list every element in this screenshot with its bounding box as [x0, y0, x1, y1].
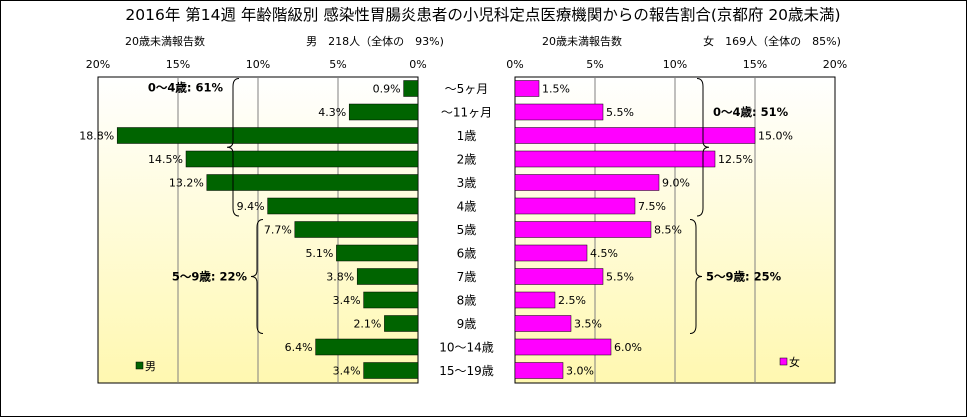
female-bar — [514, 127, 756, 144]
male-bar — [116, 127, 419, 144]
female-bar-value-label: 2.5% — [558, 294, 586, 307]
male-bar — [294, 221, 419, 238]
male-bar — [267, 197, 419, 215]
female-bar-value-label: 8.5% — [654, 224, 682, 237]
female-bar-value-label: 5.5% — [606, 106, 634, 119]
female-bar-value-label: 4.5% — [590, 247, 618, 260]
age-category-label: ～5ヶ月 — [445, 82, 489, 96]
female-bar-value-label: 1.5% — [542, 83, 570, 96]
male-bar-value-label: 0.9% — [373, 83, 401, 96]
female-age-group-label: 5～9歳: 25% — [706, 270, 782, 284]
female-legend-swatch — [779, 357, 788, 366]
male-bar — [363, 362, 419, 379]
age-category-label: 15～19歳 — [439, 364, 494, 378]
female-bar-value-label: 3.0% — [566, 365, 594, 378]
age-group-brace — [226, 78, 240, 217]
left-x-tick-label: 10% — [246, 58, 270, 71]
male-bar-value-label: 7.7% — [264, 224, 292, 237]
female-bar — [514, 103, 604, 121]
male-bar — [348, 103, 419, 121]
male-bar-value-label: 2.1% — [353, 318, 381, 331]
male-bar-value-label: 6.4% — [285, 341, 313, 354]
male-age-group-label: 0～4歳: 61% — [148, 81, 224, 95]
female-bar-value-label: 15.0% — [758, 130, 793, 143]
female-bar-value-label: 5.5% — [606, 271, 634, 284]
female-bar — [514, 174, 660, 191]
right-x-tick-label: 10% — [663, 58, 687, 71]
male-bar — [206, 174, 419, 191]
right-header-count-label: 20歳未満報告数 — [542, 35, 622, 48]
right-x-tick-label: 20% — [823, 58, 847, 71]
male-bar-value-label: 4.3% — [318, 106, 346, 119]
left-header-total: 男 218人（全体の 93%) — [306, 34, 444, 48]
right-header-total: 女 169人（全体の 85%) — [703, 34, 841, 48]
age-category-label: ～11ヶ月 — [441, 106, 492, 120]
male-bar — [315, 338, 419, 356]
age-group-brace — [250, 219, 264, 334]
female-bar — [514, 268, 604, 285]
female-bar — [514, 291, 556, 309]
right-x-tick-label: 0% — [506, 58, 523, 71]
female-bar — [514, 150, 716, 168]
age-category-label: 8歳 — [457, 294, 477, 308]
chart-title: 2016年 第14週 年齢階級別 感染性胃腸炎患者の小児科定点医療機関からの報告… — [125, 6, 840, 24]
female-bar — [514, 221, 652, 238]
male-bar — [185, 150, 419, 168]
male-bar-value-label: 5.1% — [305, 247, 333, 260]
male-bar-value-label: 3.8% — [326, 271, 354, 284]
female-bar — [514, 362, 564, 379]
age-category-label: 4歳 — [457, 200, 477, 214]
male-bar-value-label: 3.4% — [333, 294, 361, 307]
age-category-label: 2歳 — [457, 153, 477, 167]
age-group-brace — [689, 219, 703, 334]
male-bar — [356, 268, 419, 285]
male-bar — [363, 291, 419, 309]
left-x-tick-label: 20% — [86, 58, 110, 71]
male-bar-value-label: 3.4% — [333, 365, 361, 378]
female-bar-value-label: 9.0% — [662, 177, 690, 190]
right-x-tick-label: 5% — [586, 58, 603, 71]
left-x-tick-label: 0% — [409, 58, 426, 71]
female-bar — [514, 80, 540, 97]
female-bar — [514, 338, 612, 356]
female-age-group-label: 0～4歳: 51% — [713, 105, 789, 119]
male-bar — [336, 244, 419, 262]
age-category-label: 7歳 — [457, 270, 477, 284]
female-bar — [514, 244, 588, 262]
male-bar — [384, 315, 419, 332]
male-bar — [403, 80, 419, 97]
female-bar-value-label: 7.5% — [638, 200, 666, 213]
female-bar — [514, 197, 636, 215]
female-bar-value-label: 6.0% — [614, 341, 642, 354]
male-bar-value-label: 13.2% — [169, 177, 204, 190]
female-bar — [514, 315, 572, 332]
age-category-label: 1歳 — [457, 129, 477, 143]
male-age-group-label: 5～9歳: 22% — [172, 270, 248, 284]
left-x-tick-label: 15% — [166, 58, 190, 71]
age-category-label: 5歳 — [457, 223, 477, 237]
age-group-brace — [696, 78, 710, 217]
left-x-tick-label: 5% — [329, 58, 346, 71]
male-bar-value-label: 14.5% — [148, 153, 183, 166]
age-category-label: 6歳 — [457, 247, 477, 261]
female-legend-label: 女 — [789, 355, 800, 369]
male-bar-value-label: 18.8% — [79, 130, 114, 143]
female-bar-value-label: 12.5% — [718, 153, 753, 166]
age-category-label: 9歳 — [457, 317, 477, 331]
left-header-count-label: 20歳未満報告数 — [125, 35, 205, 48]
age-category-label: 10～14歳 — [439, 341, 494, 355]
age-category-label: 3歳 — [457, 176, 477, 190]
right-x-tick-label: 15% — [743, 58, 767, 71]
male-bar-value-label: 9.4% — [237, 200, 265, 213]
male-legend-label: 男 — [145, 360, 156, 373]
male-legend-swatch — [135, 361, 144, 370]
female-bar-value-label: 3.5% — [574, 318, 602, 331]
